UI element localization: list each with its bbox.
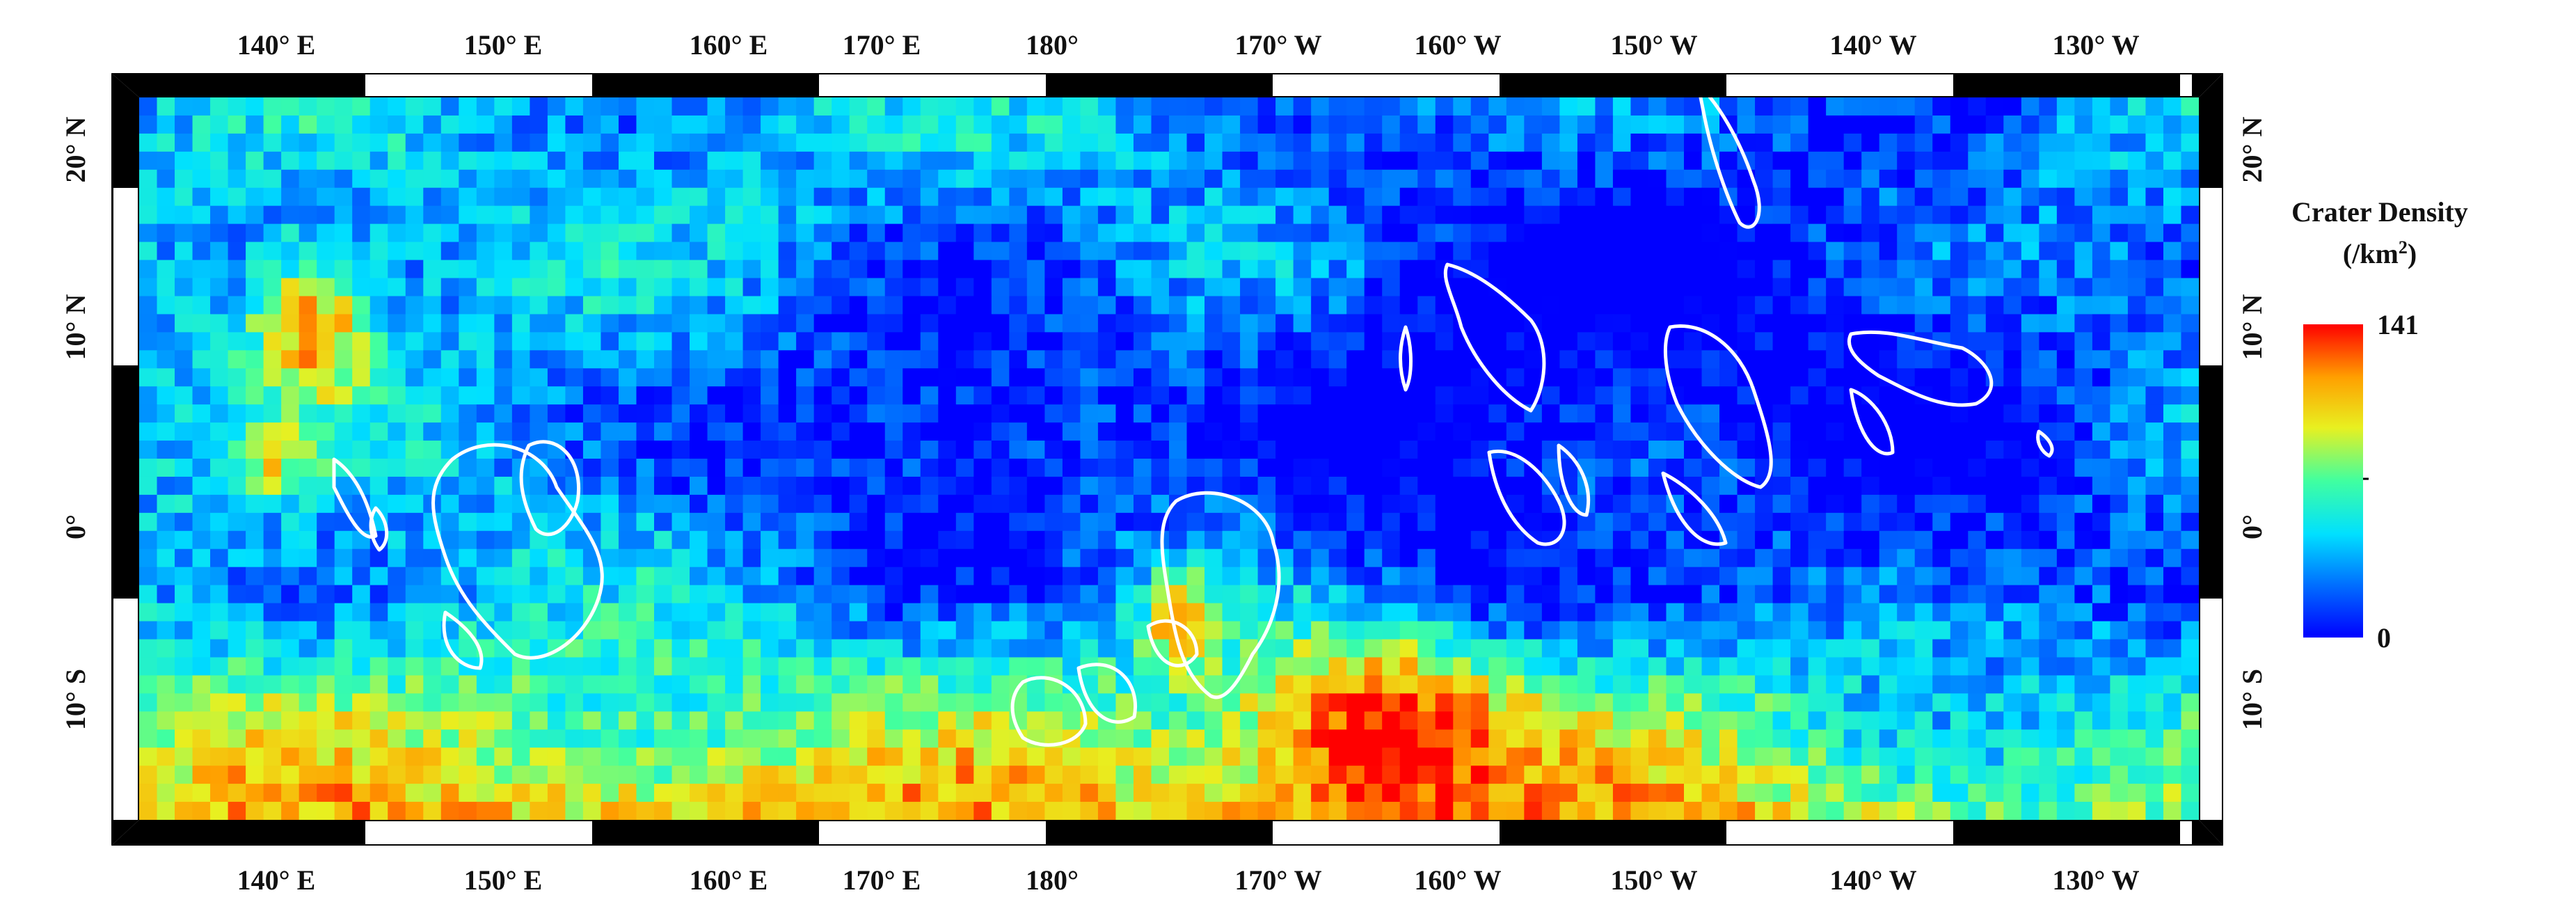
lat-label-0-right: 0° (2236, 514, 2268, 539)
lon-label-130w-top: 130° W (2052, 29, 2139, 61)
latitude-labels-left: 20° N 10° N 0° 10° S (60, 116, 91, 730)
longitude-labels-top: 140° E 150° E 160° E 170° E 180° 170° W … (237, 29, 2140, 61)
legend-title: Crater Density (2291, 196, 2468, 228)
legend-colorbar (2303, 324, 2363, 638)
lat-label-10n-right: 10° N (2236, 294, 2268, 360)
feature-outlines (332, 97, 2054, 747)
lon-label-180-bottom: 180° (1026, 864, 1079, 896)
lat-label-20n-left: 20° N (60, 116, 91, 182)
lat-label-10n-left: 10° N (60, 294, 91, 360)
map-frame (111, 73, 2223, 846)
lon-label-140w-top: 140° W (1829, 29, 1916, 61)
lon-label-160w-top: 160° W (1414, 29, 1501, 61)
lon-label-130w-bottom: 130° W (2052, 864, 2139, 896)
lat-label-20n-right: 20° N (2236, 116, 2268, 182)
lon-label-170w-top: 170° W (1234, 29, 1321, 61)
density-heatmap (139, 97, 2199, 820)
legend-unit: (/km2) (2343, 237, 2417, 269)
lon-label-150e-top: 150° E (464, 29, 543, 61)
lon-label-160e-top: 160° E (690, 29, 768, 61)
legend: Crater Density (/km2) 141 0 (2291, 196, 2468, 654)
lon-label-150e-bottom: 150° E (464, 864, 543, 896)
lon-label-170e-top: 170° E (843, 29, 921, 61)
lon-label-180-top: 180° (1026, 29, 1079, 61)
lon-label-150w-bottom: 150° W (1610, 864, 1697, 896)
lon-label-170w-bottom: 170° W (1234, 864, 1321, 896)
lon-label-160e-bottom: 160° E (690, 864, 768, 896)
lat-label-10s-right: 10° S (2236, 669, 2268, 730)
lon-label-140w-bottom: 140° W (1829, 864, 1916, 896)
latitude-labels-right: 20° N 10° N 0° 10° S (2236, 116, 2268, 730)
lon-label-140e-top: 140° E (237, 29, 316, 61)
longitude-labels-bottom: 140° E 150° E 160° E 170° E 180° 170° W … (237, 864, 2140, 896)
lon-label-140e-bottom: 140° E (237, 864, 316, 896)
lon-label-160w-bottom: 160° W (1414, 864, 1501, 896)
lon-label-170e-bottom: 170° E (843, 864, 921, 896)
lat-label-10s-left: 10° S (60, 669, 91, 730)
legend-max-label: 141 (2377, 309, 2419, 340)
legend-min-label: 0 (2377, 622, 2391, 654)
lat-label-0-left: 0° (60, 514, 91, 539)
lon-label-150w-top: 150° W (1610, 29, 1697, 61)
